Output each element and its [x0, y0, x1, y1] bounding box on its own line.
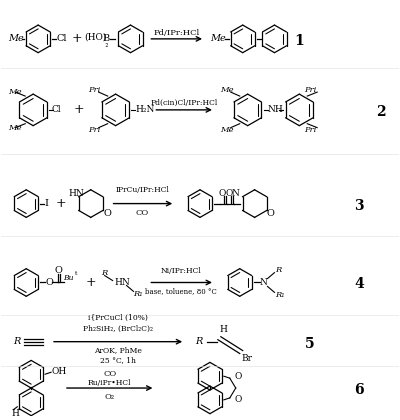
Text: O: O [234, 372, 242, 381]
Text: 25 °C, 1h: 25 °C, 1h [100, 357, 136, 365]
Text: i{PrCuCl (10%): i{PrCuCl (10%) [88, 314, 148, 322]
Text: 4: 4 [354, 278, 364, 291]
Text: H: H [220, 326, 228, 334]
Text: +: + [74, 103, 84, 116]
Text: Ru/iPr•HCl: Ru/iPr•HCl [88, 379, 131, 387]
Text: Pri: Pri [88, 126, 100, 134]
Text: O: O [45, 278, 53, 287]
Text: Me: Me [210, 34, 226, 43]
Text: O: O [104, 209, 112, 218]
Text: +: + [72, 32, 82, 45]
Text: NH: NH [268, 105, 283, 114]
Text: Cl: Cl [56, 34, 66, 43]
Text: Me: Me [8, 88, 22, 96]
Text: Pri: Pri [88, 86, 100, 94]
Text: Pd/IPr:HCl: Pd/IPr:HCl [153, 29, 199, 37]
Text: H₂N: H₂N [136, 105, 155, 114]
Text: Cl: Cl [51, 105, 61, 114]
Text: (HO): (HO) [84, 32, 106, 42]
Text: R: R [276, 266, 282, 274]
Text: Me: Me [8, 34, 24, 43]
Text: OH: OH [51, 367, 66, 376]
Text: Me: Me [220, 126, 234, 134]
Text: ArOK, PhMe: ArOK, PhMe [94, 346, 142, 354]
Text: O: O [225, 189, 232, 198]
Text: N: N [232, 189, 240, 198]
Text: 6: 6 [354, 383, 364, 397]
Text: CO: CO [103, 370, 116, 378]
Text: Me: Me [220, 86, 234, 94]
Text: O: O [218, 189, 226, 198]
Text: +: + [86, 276, 96, 289]
Text: Ph₂SiH₂, (BrCl₂C)₂: Ph₂SiH₂, (BrCl₂C)₂ [82, 325, 152, 333]
Text: Bu: Bu [63, 273, 74, 281]
Text: 5: 5 [304, 337, 314, 351]
Text: R₁: R₁ [134, 290, 143, 298]
Text: CO: CO [136, 210, 149, 218]
Text: 2: 2 [376, 105, 386, 119]
Text: 3: 3 [354, 199, 364, 213]
Text: H: H [11, 409, 19, 418]
Text: t: t [75, 271, 77, 276]
Text: B: B [102, 34, 109, 43]
Text: I: I [44, 199, 48, 208]
Text: Pri: Pri [304, 86, 316, 94]
Text: Pri: Pri [304, 126, 316, 134]
Text: 1: 1 [294, 34, 304, 48]
Text: base, toluene, 80 °C: base, toluene, 80 °C [145, 287, 217, 295]
Text: IPrCu/IPr:HCl: IPrCu/IPr:HCl [116, 186, 169, 194]
Text: O: O [266, 209, 274, 218]
Text: Br: Br [242, 354, 253, 363]
Text: N: N [260, 278, 268, 287]
Text: ₂: ₂ [84, 41, 108, 49]
Text: R₁: R₁ [276, 291, 285, 299]
Text: HN: HN [69, 189, 85, 198]
Text: R: R [195, 337, 202, 346]
Text: Pd(cin)Cl/IPr:HCl: Pd(cin)Cl/IPr:HCl [150, 99, 218, 107]
Text: HN: HN [114, 278, 130, 287]
Text: O₂: O₂ [104, 393, 115, 401]
Text: +: + [56, 197, 66, 210]
Text: R: R [13, 337, 21, 346]
Text: O: O [54, 266, 62, 275]
Text: O: O [234, 395, 242, 404]
Text: Me: Me [8, 123, 22, 131]
Text: R: R [101, 269, 107, 277]
Text: Ni/IPr:HCl: Ni/IPr:HCl [161, 267, 202, 275]
